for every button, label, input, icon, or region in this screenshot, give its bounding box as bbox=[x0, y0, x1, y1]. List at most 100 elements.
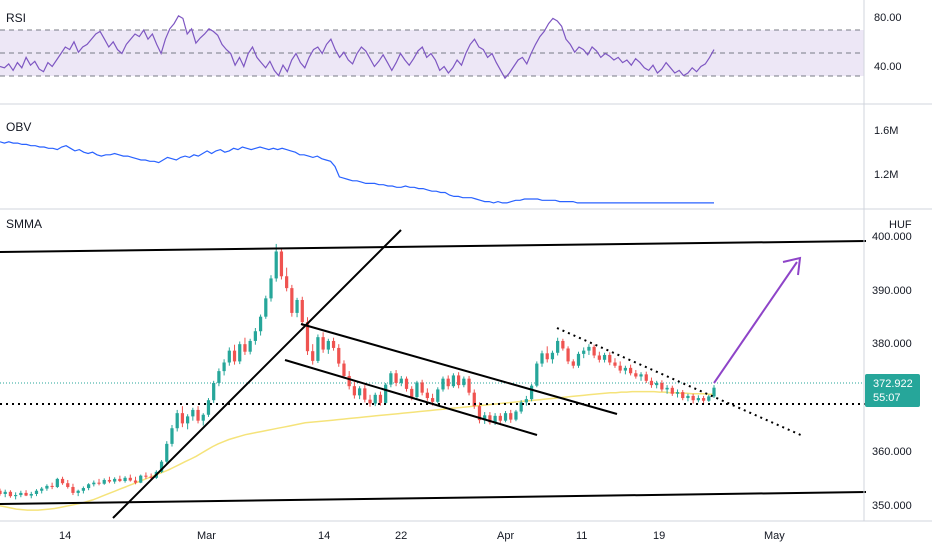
candle-up bbox=[389, 373, 393, 385]
candle-up bbox=[462, 378, 466, 386]
candle-up bbox=[675, 392, 680, 394]
obv-pane[interactable]: OBV bbox=[0, 120, 714, 204]
obv-line bbox=[0, 141, 714, 204]
candle-up bbox=[357, 388, 362, 396]
candle-up bbox=[123, 477, 127, 482]
candle-up bbox=[34, 490, 39, 494]
time-tick: 19 bbox=[653, 530, 665, 542]
candle-up bbox=[86, 484, 91, 489]
smma-title: SMMA bbox=[6, 217, 42, 231]
candle-up bbox=[264, 298, 268, 317]
candle-down bbox=[472, 392, 476, 407]
smma-line bbox=[0, 390, 714, 511]
candle-up bbox=[274, 251, 278, 279]
candle-down bbox=[232, 350, 237, 362]
candle-up bbox=[602, 354, 607, 360]
candle-down bbox=[331, 340, 336, 348]
descending-dotted-trendline[interactable] bbox=[556, 327, 804, 437]
price-tick: 350.000 bbox=[872, 500, 912, 512]
candle-up bbox=[217, 371, 221, 383]
candle-up bbox=[712, 387, 716, 397]
candle-up bbox=[665, 387, 669, 390]
candle-up bbox=[441, 378, 445, 390]
rsi-pane[interactable]: RSI bbox=[0, 11, 864, 80]
candle-up bbox=[113, 478, 117, 482]
rsi-tick: 80.00 bbox=[874, 12, 902, 24]
candle-down bbox=[561, 340, 565, 349]
candle-down bbox=[285, 276, 289, 289]
candle-down bbox=[644, 374, 648, 381]
resistance-line[interactable] bbox=[0, 240, 867, 253]
candle-down bbox=[107, 479, 112, 482]
candle-up bbox=[384, 384, 388, 403]
candle-up bbox=[165, 443, 169, 462]
support-line[interactable] bbox=[0, 491, 867, 505]
candle-up bbox=[483, 415, 487, 421]
candle-up bbox=[514, 411, 518, 420]
candle-down bbox=[488, 415, 492, 423]
candle-down bbox=[128, 477, 132, 481]
channel-lower-line[interactable] bbox=[284, 359, 538, 436]
candle-down bbox=[430, 398, 435, 402]
target-arrow-head-icon bbox=[782, 256, 802, 276]
price-tick: 360.000 bbox=[872, 446, 912, 458]
candle-up bbox=[206, 400, 211, 415]
candle-up bbox=[201, 414, 205, 421]
candle-up bbox=[92, 482, 96, 485]
candle-up bbox=[655, 382, 659, 386]
channel-upper-line[interactable] bbox=[300, 323, 618, 415]
candle-down bbox=[681, 392, 685, 399]
candle-down bbox=[363, 388, 367, 400]
candle-up bbox=[707, 396, 711, 401]
candle-up bbox=[253, 331, 257, 341]
candle-up bbox=[258, 316, 263, 332]
candle-down bbox=[290, 288, 294, 313]
candlesticks bbox=[0, 243, 716, 500]
candle-down bbox=[337, 347, 341, 364]
candle-up bbox=[623, 367, 628, 371]
candle-up bbox=[503, 413, 508, 421]
candle-up bbox=[40, 488, 44, 491]
candle-down bbox=[404, 378, 409, 389]
candle-down bbox=[0, 490, 2, 494]
time-tick: Apr bbox=[497, 530, 514, 542]
candle-up bbox=[175, 413, 179, 429]
candle-down bbox=[97, 482, 101, 484]
candle-down bbox=[649, 380, 654, 386]
candle-down bbox=[321, 337, 325, 350]
candle-up bbox=[76, 490, 80, 493]
candle-up bbox=[316, 337, 320, 361]
price-scale[interactable]: 80.00 40.00 1.6M 1.2M HUF 400.000 390.00… bbox=[865, 12, 920, 512]
candle-down bbox=[628, 367, 633, 374]
candle-down bbox=[352, 386, 357, 396]
candle-down bbox=[378, 394, 383, 403]
time-axis[interactable]: 14 Mar 14 22 Apr 11 19 May bbox=[59, 530, 785, 542]
candle-up bbox=[14, 495, 18, 497]
rsi-tick: 40.00 bbox=[874, 61, 902, 73]
candle-down bbox=[618, 365, 622, 371]
candle-down bbox=[425, 392, 429, 399]
candle-up bbox=[159, 461, 164, 472]
candle-up bbox=[399, 378, 403, 383]
drawings[interactable] bbox=[0, 229, 867, 519]
target-arrow[interactable] bbox=[713, 261, 798, 384]
candle-down bbox=[368, 399, 372, 404]
candle-down bbox=[347, 375, 351, 387]
price-pane[interactable]: SMMA bbox=[0, 217, 867, 519]
candle-down bbox=[50, 485, 54, 487]
candle-down bbox=[133, 480, 138, 483]
obv-title: OBV bbox=[6, 120, 31, 134]
candle-down bbox=[477, 406, 482, 421]
candle-down bbox=[71, 486, 75, 493]
candle-up bbox=[535, 363, 539, 386]
candle-up bbox=[696, 398, 700, 401]
candle-down bbox=[509, 413, 513, 420]
uptrend-line[interactable] bbox=[112, 229, 402, 519]
price-tick: 400.000 bbox=[872, 231, 912, 243]
candle-down bbox=[608, 354, 612, 363]
candle-down bbox=[545, 353, 549, 360]
candle-up bbox=[102, 479, 106, 484]
currency-label: HUF bbox=[889, 219, 912, 231]
